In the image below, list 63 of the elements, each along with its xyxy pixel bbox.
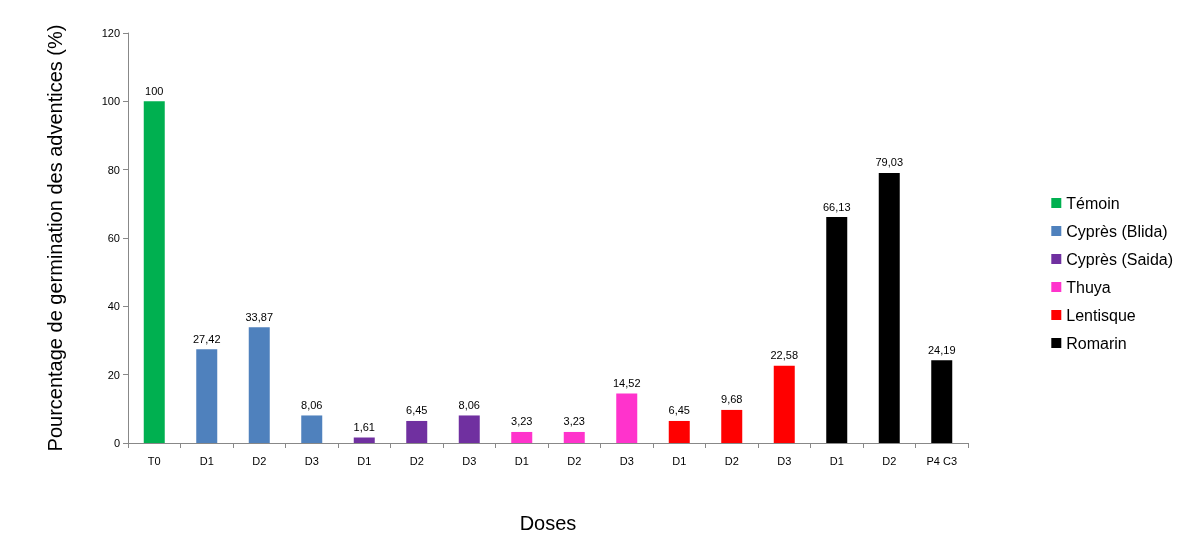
y-axis-title: Pourcentage de germination des adventices (%): [44, 24, 66, 452]
x-tick-label: T0: [147, 454, 161, 467]
x-tick-label: D3: [304, 454, 319, 467]
x-tick-label: D1: [199, 454, 214, 467]
data-label: 27,42: [192, 332, 221, 345]
x-tick-label: D1: [357, 454, 372, 467]
x-tick-label: D3: [777, 454, 792, 467]
data-label: 66,13: [822, 200, 851, 213]
data-label: 14,52: [612, 376, 641, 389]
bar: [721, 409, 743, 443]
data-label: 3,23: [563, 415, 585, 428]
x-axis-title: Doses: [519, 512, 577, 534]
data-label: 24,19: [927, 343, 956, 356]
legend-label: Thuya: [1066, 278, 1111, 296]
x-tick-label: D1: [829, 454, 844, 467]
bar: [248, 327, 270, 443]
y-tick-label: 100: [101, 95, 120, 108]
legend-label: Témoin: [1066, 194, 1120, 212]
data-label: 100: [145, 84, 164, 97]
y-tick-label: 20: [107, 368, 120, 381]
data-label: 3,23: [511, 415, 533, 428]
x-tick-label: D2: [567, 454, 582, 467]
data-label: 1,61: [353, 421, 375, 433]
legend-label: Cyprès (Saida): [1066, 250, 1173, 268]
bar: [511, 431, 533, 443]
x-tick-label: D2: [882, 454, 897, 467]
bar: [563, 431, 585, 443]
bar: [406, 420, 428, 443]
bar: [668, 420, 690, 443]
bar: [458, 415, 480, 443]
x-tick-label: D2: [409, 454, 424, 467]
x-tick-label: D3: [462, 454, 477, 467]
y-tick-label: 120: [101, 27, 120, 39]
data-label: 33,87: [245, 310, 274, 323]
bar: [826, 217, 848, 443]
data-label: 6,45: [406, 404, 428, 417]
bar: [301, 415, 323, 443]
y-tick-label: 60: [107, 232, 120, 244]
y-tick-label: 40: [107, 300, 120, 313]
legend-label: Cyprès (Blida): [1066, 222, 1168, 240]
legend-label: Lentisque: [1066, 306, 1136, 324]
y-tick-label: 0: [113, 437, 120, 449]
bar: [773, 365, 795, 443]
data-label: 79,03: [875, 156, 904, 169]
data-label: 22,58: [770, 349, 799, 362]
bar: [143, 101, 165, 443]
data-label: 8,06: [301, 398, 323, 411]
x-tick-label: D2: [252, 454, 267, 467]
bar: [616, 393, 638, 443]
x-tick-label: P4 C3: [926, 454, 958, 467]
data-label: 6,45: [668, 404, 690, 417]
y-tick-label: 80: [107, 163, 120, 176]
x-tick-label: D3: [619, 454, 634, 467]
bar: [878, 172, 900, 443]
x-tick-label: D1: [672, 454, 687, 467]
bar: [353, 437, 375, 443]
data-label: 8,06: [458, 398, 480, 411]
x-tick-label: D2: [724, 454, 739, 467]
x-tick-label: D1: [514, 454, 529, 467]
legend-label: Romarin: [1066, 334, 1127, 352]
data-label: 9,68: [721, 393, 743, 406]
bar: [196, 349, 218, 443]
bar: [931, 360, 953, 443]
